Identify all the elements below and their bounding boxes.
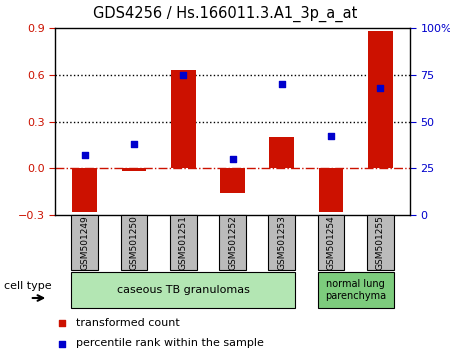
FancyBboxPatch shape [121,215,147,270]
Text: GSM501255: GSM501255 [376,215,385,270]
Bar [171,70,195,168]
FancyBboxPatch shape [269,215,295,270]
Text: GSM501249: GSM501249 [80,215,89,270]
Bar [270,137,294,168]
Point [81,152,88,158]
Text: normal lung
parenchyma: normal lung parenchyma [325,279,387,301]
Point [58,341,66,346]
Text: GSM501253: GSM501253 [277,215,286,270]
Point [130,141,138,147]
Text: cell type: cell type [4,281,52,291]
Point [328,133,335,139]
Text: GSM501250: GSM501250 [130,215,139,270]
Point [377,85,384,91]
Text: percentile rank within the sample: percentile rank within the sample [76,338,264,348]
Text: GSM501252: GSM501252 [228,215,237,270]
Text: transformed count: transformed count [76,318,180,327]
FancyBboxPatch shape [318,272,394,308]
Bar [72,168,97,212]
FancyBboxPatch shape [71,272,295,308]
Text: GSM501251: GSM501251 [179,215,188,270]
Text: GSM501254: GSM501254 [327,215,336,270]
Text: caseous TB granulomas: caseous TB granulomas [117,285,250,295]
FancyBboxPatch shape [71,215,98,270]
FancyBboxPatch shape [367,215,394,270]
FancyBboxPatch shape [219,215,246,270]
Text: GDS4256 / Hs.166011.3.A1_3p_a_at: GDS4256 / Hs.166011.3.A1_3p_a_at [93,6,357,22]
Point [278,81,285,87]
Point [58,320,66,325]
Point [229,156,236,162]
Bar [319,168,343,212]
FancyBboxPatch shape [170,215,197,270]
Bar [122,168,146,171]
Bar [368,31,393,168]
FancyBboxPatch shape [318,215,344,270]
Bar [220,168,245,193]
Point [180,72,187,78]
